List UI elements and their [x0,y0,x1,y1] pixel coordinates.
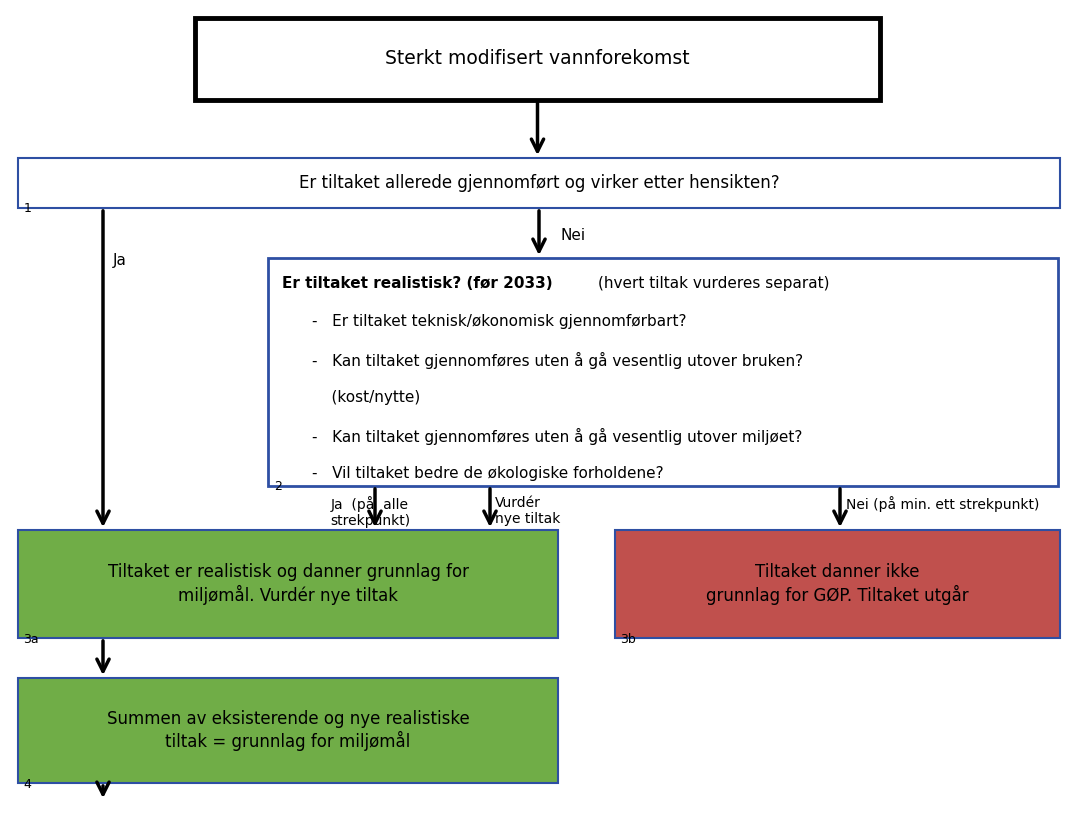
Text: Vurdér
nye tiltak: Vurdér nye tiltak [495,496,561,526]
Text: Ja: Ja [113,252,127,268]
Text: 3b: 3b [620,633,636,646]
Text: Ja  (på  alle
strekpunkt): Ja (på alle strekpunkt) [330,496,410,528]
Bar [615,530,1060,638]
Text: Er tiltaket realistisk? (før 2033): Er tiltaket realistisk? (før 2033) [282,276,557,291]
Text: (kost/nytte): (kost/nytte) [312,390,421,405]
Text: -   Kan tiltaket gjennomføres uten å gå vesentlig utover bruken?: - Kan tiltaket gjennomføres uten å gå ve… [312,352,803,369]
Bar [18,530,558,638]
Text: Tiltaket danner ikke
grunnlag for GØP. Tiltaket utgår: Tiltaket danner ikke grunnlag for GØP. T… [706,563,968,604]
Text: Er tiltaket allerede gjennomført og virker etter hensikten?: Er tiltaket allerede gjennomført og virk… [299,174,779,192]
Text: Nei: Nei [561,229,586,243]
Text: -   Er tiltaket teknisk/økonomisk gjennomførbart?: - Er tiltaket teknisk/økonomisk gjennomf… [312,314,686,329]
Text: (hvert tiltak vurderes separat): (hvert tiltak vurderes separat) [598,276,830,291]
Text: Tiltaket er realistisk og danner grunnlag for
miljømål. Vurdér nye tiltak: Tiltaket er realistisk og danner grunnla… [108,563,468,604]
Bar [195,18,880,100]
Text: 3a: 3a [23,633,39,646]
Text: Summen av eksisterende og nye realistiske
tiltak = grunnlag for miljømål: Summen av eksisterende og nye realistisk… [107,710,469,751]
Text: Sterkt modifisert vannforekomst: Sterkt modifisert vannforekomst [385,49,690,69]
Bar [18,678,558,783]
Text: 2: 2 [274,480,282,493]
Text: 1: 1 [24,202,32,215]
Bar [268,258,1058,486]
Text: -   Vil tiltaket bedre de økologiske forholdene?: - Vil tiltaket bedre de økologiske forho… [312,466,664,481]
Text: 4: 4 [23,778,31,791]
Bar [18,158,1060,208]
Text: Nei (på min. ett strekpunkt): Nei (på min. ett strekpunkt) [846,496,1039,512]
Text: -   Kan tiltaket gjennomføres uten å gå vesentlig utover miljøet?: - Kan tiltaket gjennomføres uten å gå ve… [312,428,803,445]
